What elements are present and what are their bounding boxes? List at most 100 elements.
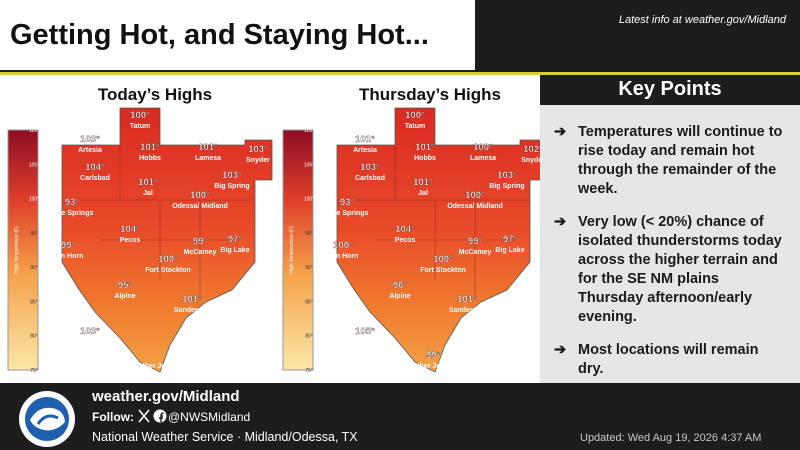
divider <box>0 72 800 75</box>
color-scale-tick: 90° <box>30 265 38 271</box>
station-temp: 100° <box>433 254 453 265</box>
station-temp: 104° <box>395 224 415 235</box>
station-temp: 95° <box>118 280 133 291</box>
station-temp: 93° <box>65 197 80 208</box>
station-temp: 99° <box>193 236 208 247</box>
color-scale-tick: 95° <box>30 231 38 237</box>
station-temp: 100° <box>190 190 210 201</box>
color-scale-tick: 110° <box>29 128 39 134</box>
station-name: McCamey <box>184 249 217 256</box>
station-name: Sanderson <box>449 307 485 314</box>
station-temp: 101° <box>413 177 433 188</box>
map-title: Today’s Highs <box>98 85 212 104</box>
station-temp: 100° <box>130 110 150 121</box>
station-name: Lamesa <box>195 155 221 162</box>
color-scale-label: High Temperature (F) <box>289 226 295 274</box>
updated: Updated: Wed Aug 19, 2026 4:37 AM <box>580 432 762 444</box>
station-name: Carlsbad <box>80 175 110 182</box>
station-name: Alpine <box>389 293 410 300</box>
station-name: Pine Springs <box>51 210 94 217</box>
station-temp: 104° <box>120 224 140 235</box>
station-temp: 96° <box>393 280 408 291</box>
station-name: Odessa/ Midland <box>172 203 228 210</box>
station-temp: 97° <box>503 234 518 245</box>
station-name: Presidio <box>76 339 104 346</box>
map-panel: Today’s Highs High Temperature (F) 110° 105… <box>0 75 540 383</box>
color-scale-tick: 90° <box>305 265 313 271</box>
color-scale-tick: 100° <box>304 197 314 203</box>
station-name: Fort Stockton <box>420 267 466 274</box>
station-temp: 103° <box>497 170 517 181</box>
station-name: Snyder <box>521 157 540 164</box>
station-name: Hobbs <box>414 155 436 162</box>
color-scale-tick: 105° <box>29 162 39 168</box>
station-temp: 100° <box>405 110 425 121</box>
station-name: Tatum <box>130 123 150 130</box>
station-name: Hobbs <box>139 155 161 162</box>
key-point: Temperatures will continue to rise today… <box>554 123 786 199</box>
station-temp: 104° <box>85 162 105 173</box>
station-temp: 103° <box>248 144 268 155</box>
station-name: Alpine <box>114 293 135 300</box>
color-scale-label: High Temperature (F) <box>14 226 20 274</box>
station-temp: 103° <box>360 162 380 173</box>
website[interactable]: weather.gov/Midland <box>92 388 240 405</box>
station-name: Van Horn <box>53 253 84 260</box>
color-scale-tick: 80° <box>30 334 38 340</box>
station-temp: 99° <box>61 240 76 251</box>
color-scale-tick: 75° <box>305 368 313 374</box>
color-scale-tick: 95° <box>305 231 313 237</box>
station-name: Van Horn <box>328 253 359 260</box>
station-name: Big Spring <box>489 183 524 190</box>
station-name: Jal <box>418 190 428 197</box>
key-points-list: Temperatures will continue to rise today… <box>540 105 800 379</box>
station-name: Pecos <box>395 237 416 244</box>
station-name: Lamesa <box>470 155 496 162</box>
station-temp: 101° <box>415 142 435 153</box>
info-link: Latest info at weather.gov/Midland <box>618 14 786 26</box>
station-name: Presidio <box>351 339 379 346</box>
station-temp: 102° <box>523 144 540 155</box>
station-temp: 100° <box>333 240 353 251</box>
station-temp: 97° <box>228 234 243 245</box>
station-temp: 101° <box>182 294 202 305</box>
station-name: Carlsbad <box>355 175 385 182</box>
station-temp: 101° <box>198 142 218 153</box>
station-temp: 99° <box>468 236 483 247</box>
station-name: Tatum <box>405 123 425 130</box>
follow-label: Follow: <box>92 410 134 424</box>
station-name: Odessa/ Midland <box>447 203 503 210</box>
color-scale-tick: 75° <box>30 368 38 374</box>
station-temp: 100° <box>473 142 493 153</box>
station-temp: 100° <box>158 254 178 265</box>
station-temp: 101° <box>138 177 158 188</box>
social-icons <box>138 409 167 423</box>
social-handle[interactable]: @NWSMidland <box>168 410 251 424</box>
station-temp: 101° <box>140 142 160 153</box>
station-temp: 93° <box>340 197 355 208</box>
station-temp: 101° <box>355 134 375 145</box>
map-title: Thursday’s Highs <box>359 85 501 104</box>
color-scale-tick: 110° <box>304 128 314 134</box>
color-scale-tick: 80° <box>305 334 313 340</box>
nws-logo <box>19 391 75 447</box>
title: Getting Hot, and Staying Hot... <box>0 0 475 70</box>
color-scale-tick: 85° <box>305 299 313 305</box>
county-lines <box>337 145 530 300</box>
key-point: Very low (< 20%) chance of isolated thun… <box>554 213 786 327</box>
station-name: Artesia <box>353 147 377 154</box>
station-temp: 105° <box>355 326 375 337</box>
station-temp: 103° <box>222 170 242 181</box>
station-temp: 100° <box>465 190 485 201</box>
color-scale <box>282 129 314 371</box>
station-name: Pecos <box>120 237 141 244</box>
station-name: Artesia <box>78 147 102 154</box>
station-name: Big Spring <box>214 183 249 190</box>
color-scale-tick: 100° <box>29 197 39 203</box>
color-scale <box>7 129 39 371</box>
station-temp: 101° <box>457 294 477 305</box>
station-temp: 103° <box>80 326 100 337</box>
station-name: McCamey <box>459 249 492 256</box>
station-name: Jal <box>143 190 153 197</box>
